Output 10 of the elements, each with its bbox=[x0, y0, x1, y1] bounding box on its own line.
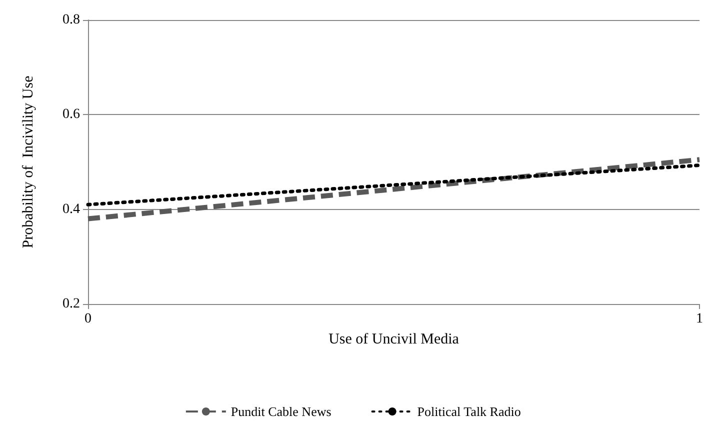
legend-label: Political Talk Radio bbox=[417, 404, 521, 419]
x-tick-label: 1 bbox=[696, 312, 703, 326]
y-axis-title: Probability of Incivility Use bbox=[20, 75, 36, 248]
y-tick-label: 0.6 bbox=[62, 107, 80, 122]
x-tick-label: 0 bbox=[84, 312, 92, 326]
legend-label: Pundit Cable News bbox=[230, 404, 332, 419]
x-axis-title: Use of Uncivil Media bbox=[328, 332, 460, 348]
y-tick-label: 0.8 bbox=[62, 12, 80, 28]
y-tick-label: 0.4 bbox=[62, 202, 80, 217]
y-tick-label: 0.2 bbox=[62, 296, 80, 312]
